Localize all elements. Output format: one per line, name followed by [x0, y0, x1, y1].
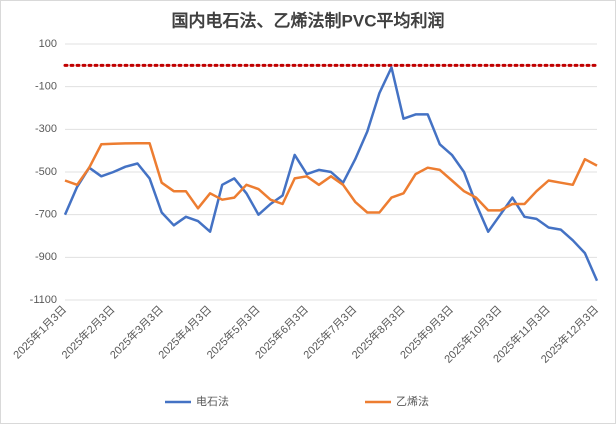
y-tick-label: -500 — [35, 166, 57, 178]
y-tick-label: -700 — [35, 209, 57, 221]
y-tick-label: -300 — [35, 123, 57, 135]
legend-label: 电石法 — [196, 394, 229, 408]
y-tick-label: -900 — [35, 251, 57, 263]
legend-label: 乙烯法 — [396, 394, 429, 408]
y-tick-label: 100 — [39, 38, 57, 50]
y-tick-label: -100 — [35, 81, 57, 93]
series-line — [64, 141, 598, 214]
chart-title: 国内电石法、乙烯法制PVC平均利润 — [172, 10, 445, 30]
series-line — [63, 66, 599, 282]
y-tick-label: -1100 — [30, 294, 57, 306]
